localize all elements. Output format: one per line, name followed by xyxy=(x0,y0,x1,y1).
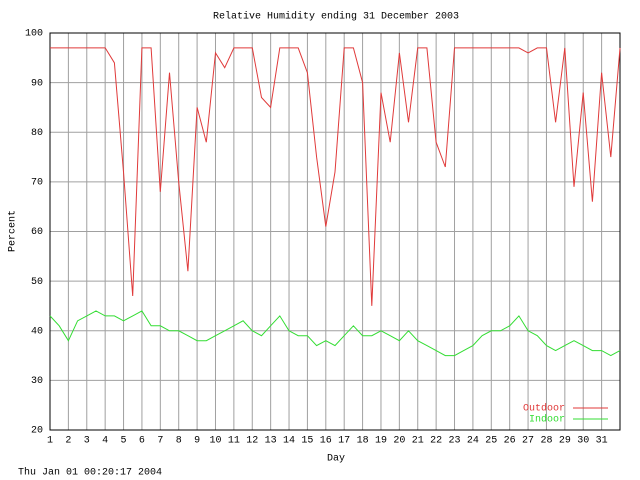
y-tick-label: 50 xyxy=(31,277,43,288)
chart-title: Relative Humidity ending 31 December 200… xyxy=(213,11,459,23)
x-tick-label: 29 xyxy=(559,436,571,447)
x-tick-label: 13 xyxy=(265,436,277,447)
x-tick-label: 8 xyxy=(176,436,182,447)
data-line xyxy=(49,310,621,357)
x-tick-label: 28 xyxy=(540,436,552,447)
y-tick-label: 40 xyxy=(31,326,43,337)
y-tick-label: 60 xyxy=(31,227,43,238)
y-tick-label: 70 xyxy=(31,178,43,189)
x-tick-label: 11 xyxy=(228,436,240,447)
x-tick-label: 17 xyxy=(338,436,350,447)
x-tick-label: 4 xyxy=(102,436,108,447)
x-tick-label: 7 xyxy=(157,436,163,447)
x-tick-label: 27 xyxy=(522,436,534,447)
x-tick-label: 25 xyxy=(485,436,497,447)
x-tick-label: 21 xyxy=(412,436,424,447)
x-tick-label: 5 xyxy=(121,436,127,447)
legend-label: Outdoor xyxy=(523,403,565,415)
y-tick-label: 20 xyxy=(31,426,43,437)
x-tick-label: 20 xyxy=(393,436,405,447)
x-tick-label: 2 xyxy=(65,436,71,447)
legend-label: Indoor xyxy=(529,414,565,426)
x-tick-label: 12 xyxy=(246,436,258,447)
footer: Thu Jan 01 00:20:17 2004 xyxy=(18,467,162,479)
plot-border xyxy=(49,32,621,431)
x-tick-label: 15 xyxy=(301,436,313,447)
x-tick-label: 18 xyxy=(357,436,369,447)
x-tick-label: 31 xyxy=(596,436,608,447)
y-tick-label: 80 xyxy=(31,128,43,139)
y-axis-label: Percent xyxy=(8,210,19,252)
x-tick-label: 3 xyxy=(84,436,90,447)
x-tick-label: 1 xyxy=(47,436,53,447)
x-tick-label: 19 xyxy=(375,436,387,447)
x-tick-label: 16 xyxy=(320,436,332,447)
x-tick-label: 9 xyxy=(194,436,200,447)
x-axis-label: Day xyxy=(327,454,345,465)
data-line xyxy=(50,47,621,306)
y-tick-label: 90 xyxy=(31,78,43,89)
x-tick-label: 10 xyxy=(209,436,221,447)
x-tick-label: 23 xyxy=(449,436,461,447)
x-tick-label: 14 xyxy=(283,436,295,447)
x-tick-label: 30 xyxy=(577,436,589,447)
y-tick-label: 100 xyxy=(25,29,43,40)
x-tick-label: 22 xyxy=(430,436,442,447)
x-tick-label: 26 xyxy=(504,436,516,447)
x-tick-label: 6 xyxy=(139,436,145,447)
y-tick-label: 30 xyxy=(31,376,43,387)
x-tick-label: 24 xyxy=(467,436,479,447)
